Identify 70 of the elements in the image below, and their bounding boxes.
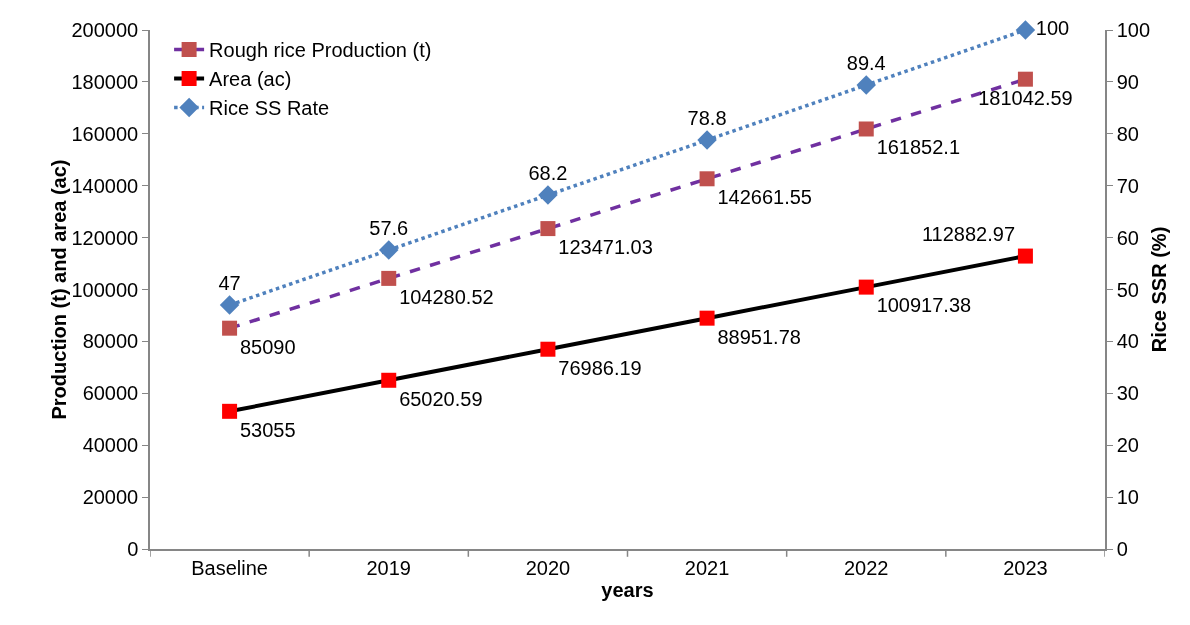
data-label: 104280.52 [399, 285, 494, 308]
data-label: 53055 [239, 418, 296, 441]
point [222, 320, 238, 336]
point [699, 310, 715, 326]
point [1015, 20, 1036, 40]
y2-tick-label: 60 [1116, 226, 1139, 249]
x-tick-label: 2020 [525, 556, 571, 579]
data-label: 65020.59 [399, 387, 483, 410]
y-tick-label: 100000 [71, 278, 139, 301]
y2-tick-label: 20 [1116, 434, 1139, 457]
point [379, 240, 399, 260]
x-tick-label: 2021 [684, 556, 730, 579]
y2-axis-title: Rice SSR (%) [1147, 226, 1170, 353]
y-tick-label: 140000 [71, 174, 139, 197]
data-label: 88951.78 [717, 325, 801, 348]
data-label: 112882.97 [921, 222, 1016, 245]
legend-label: Area (ac) [209, 68, 292, 91]
x-tick-label: Baseline [191, 556, 268, 579]
y-tick-label: 60000 [82, 382, 139, 405]
y-tick-label: 120000 [71, 226, 139, 249]
point [540, 341, 556, 357]
y-tick-label: 0 [127, 538, 139, 560]
point [1017, 248, 1033, 264]
data-label: 89.4 [846, 51, 886, 74]
point [538, 185, 558, 205]
data-label: 161852.1 [876, 136, 961, 159]
data-label: 100917.38 [876, 294, 972, 317]
y-axis-title: Production (t) and area (ac) [47, 159, 70, 420]
y2-tick-label: 30 [1116, 382, 1139, 405]
data-label: 181042.59 [978, 86, 1073, 109]
data-label: 78.8 [687, 106, 727, 129]
point [697, 130, 717, 150]
data-label: 57.6 [369, 216, 409, 239]
data-label: 85090 [239, 335, 296, 358]
y2-tick-label: 80 [1116, 122, 1139, 145]
point [856, 75, 876, 95]
y2-tick-label: 10 [1116, 486, 1139, 509]
data-label: 142661.55 [717, 186, 812, 209]
point [540, 221, 556, 237]
y2-tick-label: 0 [1116, 538, 1128, 560]
legend-label: Rough rice Production (t) [209, 39, 432, 62]
data-label: 100 [1035, 17, 1070, 39]
x-tick-label: 2022 [844, 556, 889, 579]
y2-tick-label: 70 [1116, 174, 1139, 197]
point [222, 403, 238, 419]
y-tick-label: 160000 [71, 122, 139, 145]
point [858, 279, 874, 295]
data-label: 47 [218, 271, 241, 294]
data-label: 123471.03 [558, 235, 653, 258]
y2-tick-label: 100 [1116, 19, 1151, 41]
x-tick-label: 2019 [366, 556, 411, 579]
point [381, 270, 397, 286]
data-label: 76986.19 [558, 356, 642, 379]
y2-tick-label: 90 [1116, 70, 1139, 93]
y-tick-label: 180000 [71, 70, 139, 93]
point [381, 372, 397, 388]
legend-label: Rice SS Rate [209, 97, 330, 120]
y-tick-label: 80000 [82, 330, 139, 353]
point [858, 121, 874, 137]
x-tick-label: 2023 [1003, 556, 1048, 579]
y2-tick-label: 40 [1116, 330, 1139, 353]
y-tick-label: 40000 [82, 434, 139, 457]
y-tick-label: 20000 [82, 486, 139, 509]
y2-tick-label: 50 [1116, 278, 1139, 301]
x-axis-title: years [601, 578, 654, 601]
y-tick-label: 200000 [71, 19, 139, 41]
point [699, 171, 715, 187]
data-label: 68.2 [528, 161, 568, 184]
point [219, 295, 240, 315]
point [1017, 71, 1033, 87]
